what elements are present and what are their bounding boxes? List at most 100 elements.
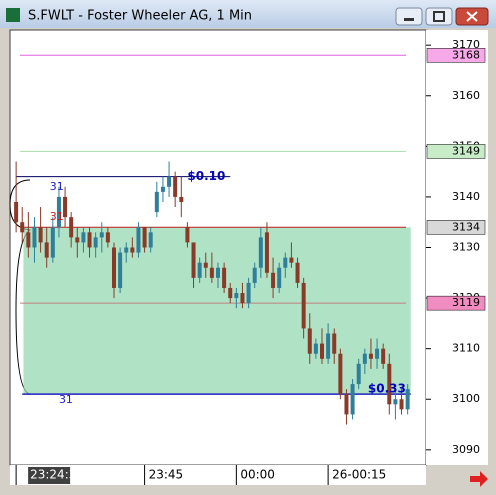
candle-body [26, 232, 31, 248]
candle-body [203, 262, 208, 268]
y-tick-label: 3110 [452, 342, 480, 355]
candle-body [405, 389, 410, 410]
price-tag-label: 3168 [452, 48, 480, 61]
candle-body [112, 247, 116, 288]
candle-body [69, 217, 74, 238]
candle-body [216, 267, 220, 278]
price-tag [426, 48, 486, 63]
y-tick-label: 3160 [452, 89, 480, 102]
candle-body [264, 232, 269, 273]
annotation: $0.33 [368, 382, 406, 396]
candle-body [130, 247, 135, 253]
candle-body [179, 196, 184, 202]
window-title: S.FWLT - Foster Wheeler AG, 1 Min [28, 9, 252, 24]
x-tick-label: 00:00 [240, 468, 275, 482]
candle-body [75, 237, 80, 243]
candle-body [252, 267, 257, 283]
annotation: 31 [50, 210, 64, 223]
candle-body [44, 242, 49, 258]
app-icon [6, 8, 20, 22]
candle-body [87, 232, 92, 248]
candle-body [313, 343, 318, 354]
candle-body [301, 282, 306, 329]
annotation: $0.10 [187, 169, 225, 183]
price-tag [426, 295, 486, 311]
candle-body [350, 384, 355, 415]
candle-body [240, 293, 245, 304]
minimize-button[interactable] [395, 7, 423, 26]
price-axis [426, 30, 488, 465]
candle-body [56, 196, 61, 228]
candle-body [326, 333, 331, 359]
candle-body [362, 353, 367, 364]
maximize-icon [433, 11, 445, 22]
candle-body [14, 201, 19, 223]
y-tick-label: 3100 [452, 392, 480, 405]
candle-body [277, 267, 282, 288]
candle-body [368, 353, 373, 359]
y-tick-label: 3140 [452, 190, 480, 203]
candle-body [124, 247, 129, 253]
x-tick-label: 23:24:30 [30, 468, 84, 482]
candle-body [387, 363, 392, 405]
price-tag [426, 144, 486, 159]
y-tick-label: 3130 [452, 241, 480, 254]
candle-body [148, 232, 153, 248]
candle-body [283, 257, 288, 268]
y-tick-label: 3090 [452, 443, 480, 456]
time-cursor-box [28, 467, 71, 484]
candle-body [191, 242, 196, 278]
price-tag-label: 3134 [452, 220, 480, 233]
candle-body [142, 227, 147, 248]
close-icon [466, 11, 478, 22]
candle-body [258, 237, 263, 268]
candle-body [93, 237, 98, 248]
candle-body [32, 227, 37, 248]
price-tag-label: 3119 [452, 296, 480, 309]
y-tick-label: 3170 [452, 38, 480, 51]
price-tag-label: 3149 [452, 144, 480, 157]
candle-body [344, 394, 349, 415]
candle-body [307, 328, 312, 354]
candle-body [381, 348, 386, 364]
minimize-icon [404, 18, 414, 21]
candle-body [38, 227, 43, 243]
zone [23, 227, 411, 395]
candle-body [173, 176, 178, 197]
time-axis [10, 465, 426, 485]
scroll-arrow[interactable] [470, 471, 488, 487]
candle-body [246, 282, 251, 304]
candle-body [289, 257, 294, 263]
annotation: 31 [50, 180, 64, 193]
candle-body [185, 227, 190, 243]
candle-body [160, 186, 165, 192]
candle-body [63, 196, 68, 218]
candle-body [20, 222, 25, 233]
candle-body [338, 353, 343, 395]
price-tag [426, 220, 486, 235]
x-tick-label: 26-00:15 [332, 468, 386, 482]
candle-body [81, 232, 86, 243]
candle-body [228, 287, 233, 299]
candle-body [105, 232, 110, 243]
candle-body [375, 348, 380, 359]
candle-body [295, 262, 300, 283]
candle-body [167, 176, 172, 187]
candle-body [136, 227, 141, 253]
candle-body [393, 399, 398, 405]
candle-body [118, 252, 123, 288]
candle-body [332, 333, 337, 354]
candle-body [356, 363, 361, 385]
candle-body [399, 399, 404, 410]
maximize-button[interactable] [425, 7, 453, 26]
x-tick-label: 23:45 [149, 468, 184, 482]
candle-body [320, 343, 324, 359]
candle-body [99, 232, 104, 238]
annotation: 31 [59, 393, 73, 406]
candle-body [234, 293, 239, 299]
candle-body [154, 191, 159, 213]
candle-body [271, 272, 276, 288]
candle-body [50, 227, 55, 258]
